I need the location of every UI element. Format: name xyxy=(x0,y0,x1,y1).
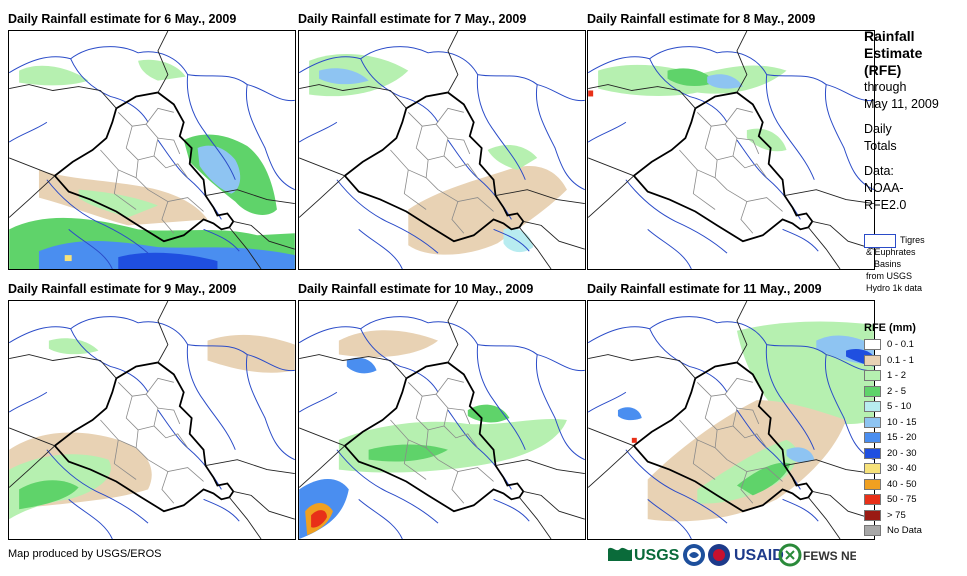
legend-item: 0.1 - 1 xyxy=(864,354,964,370)
usgs-logo: USGS xyxy=(608,547,680,564)
logo-strip: USGS USAID FEWS NET xyxy=(606,541,866,569)
legend-swatch xyxy=(864,401,881,412)
legend-label: 20 - 30 xyxy=(887,447,917,459)
daily-label: Daily xyxy=(864,122,892,136)
legend-item: 2 - 5 xyxy=(864,385,964,401)
map-credit: Map produced by USGS/EROS xyxy=(8,548,162,560)
legend-item: 50 - 75 xyxy=(864,493,964,509)
basin-line: & Euphrates xyxy=(866,247,916,257)
legend-label: 1 - 2 xyxy=(887,370,907,381)
legend-label: 0 - 0.1 xyxy=(887,339,914,350)
panel-title: Daily Rainfall estimate for 6 May., 2009 xyxy=(8,12,237,26)
totals-label: Totals xyxy=(864,139,897,153)
legend-swatch xyxy=(864,447,881,459)
legend-swatch xyxy=(864,416,881,428)
noaa-seal xyxy=(683,544,705,566)
rainfall-map xyxy=(298,30,586,270)
legend-item: No Data xyxy=(864,524,964,540)
usaid-logo: USAID xyxy=(708,544,784,566)
legend-label: 40 - 50 xyxy=(887,478,917,490)
legend-items: 0 - 0.1 0.1 - 1 1 - 2 2 - 5 5 - 10 10 - 15 15 … xyxy=(864,338,964,540)
legend-label: 50 - 75 xyxy=(887,494,917,505)
map-sidebar: Rainfall Estimate (RFE) through May 11, … xyxy=(864,28,964,214)
legend-label: 10 - 15 xyxy=(887,416,917,428)
legend-swatch xyxy=(864,509,881,521)
legend-swatch xyxy=(864,370,881,381)
legend-label: 5 - 10 xyxy=(887,401,912,412)
legend-label: 15 - 20 xyxy=(887,432,917,443)
legend-heading-line: (RFE) xyxy=(864,62,902,78)
rfe-legend: RFE (mm) 0 - 0.1 0.1 - 1 1 - 2 2 - 5 5 - 10 1… xyxy=(864,322,964,540)
legend-swatch xyxy=(864,385,881,397)
legend-item: 10 - 15 xyxy=(864,416,964,432)
legend-label: 2 - 5 xyxy=(887,385,907,397)
legend-swatch xyxy=(864,432,881,443)
data-label: Data: xyxy=(864,164,894,178)
legend-item: 40 - 50 xyxy=(864,478,964,494)
basin-line: Hydro 1k data xyxy=(866,283,923,293)
rainfall-map xyxy=(8,300,296,540)
date-label: May 11, 2009 xyxy=(864,97,939,111)
rainfall-map xyxy=(8,30,296,270)
fews-net-logo: FEWS NET xyxy=(778,543,866,567)
panel-title: Daily Rainfall estimate for 7 May., 2009 xyxy=(298,12,527,26)
legend-heading-line: Estimate xyxy=(864,45,923,61)
legend-label: 0.1 - 1 xyxy=(887,354,914,366)
through-label: through xyxy=(864,80,907,94)
legend-item: 15 - 20 xyxy=(864,431,964,447)
legend-item: 30 - 40 xyxy=(864,462,964,478)
rainfall-map xyxy=(587,30,875,270)
basin-line: Tigres xyxy=(900,235,925,245)
legend-label: > 75 xyxy=(887,509,906,521)
legend-swatch xyxy=(864,478,881,490)
legend-swatch xyxy=(864,339,881,350)
fews-net-logo-text: FEWS NET xyxy=(803,549,856,563)
legend-item: 5 - 10 xyxy=(864,400,964,416)
basin-legend-text: Tigres & Euphrates Basins from USGS Hydr… xyxy=(866,235,964,294)
panel-title: Daily Rainfall estimate for 9 May., 2009 xyxy=(8,282,237,296)
legend-item: > 75 xyxy=(864,509,964,525)
data-source-line: RFE2.0 xyxy=(864,198,907,212)
legend-label: No Data xyxy=(887,525,922,536)
legend-item: 20 - 30 xyxy=(864,447,964,463)
usaid-logo-text: USAID xyxy=(734,547,784,564)
legend-item: 1 - 2 xyxy=(864,369,964,385)
legend-heading-line: Rainfall xyxy=(864,28,915,44)
legend-swatch xyxy=(864,463,881,474)
legend-swatch xyxy=(864,354,881,366)
panel-title: Daily Rainfall estimate for 10 May., 200… xyxy=(298,282,534,296)
rainfall-map xyxy=(298,300,586,540)
basin-swatch xyxy=(864,234,896,248)
legend-swatch xyxy=(864,525,881,536)
legend-title: RFE (mm) xyxy=(864,322,916,334)
rainfall-map xyxy=(587,300,875,540)
panel-title: Daily Rainfall estimate for 8 May., 2009 xyxy=(587,12,816,26)
usgs-logo-text: USGS xyxy=(634,547,680,564)
panel-title: Daily Rainfall estimate for 11 May., 200… xyxy=(587,282,822,296)
legend-swatch xyxy=(864,494,881,505)
basin-line: Basins xyxy=(874,259,902,269)
legend-label: 30 - 40 xyxy=(887,463,917,474)
legend-item: 0 - 0.1 xyxy=(864,338,964,354)
data-source-line: NOAA- xyxy=(864,181,904,195)
basin-line: from USGS xyxy=(866,271,913,281)
